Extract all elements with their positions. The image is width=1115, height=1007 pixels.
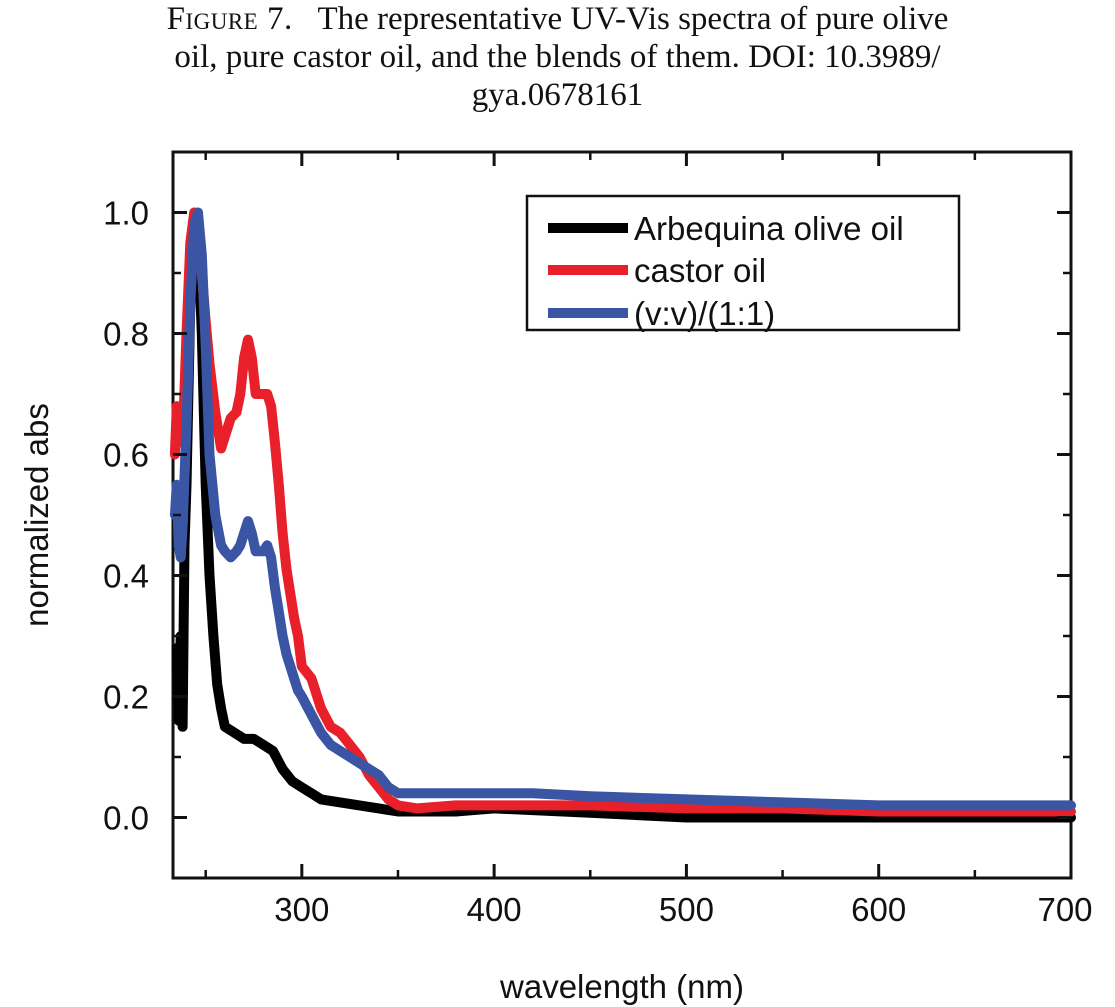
y-tick-label-5: 1.0	[103, 195, 149, 232]
caption-line-1-text: The representative UV-Vis spectra of pur…	[317, 1, 949, 37]
legend-label-arbequina: Arbequina olive oil	[634, 210, 904, 247]
x-tick-label-300: 300	[274, 891, 329, 928]
series-line-v-v-1-1	[169, 207, 1076, 811]
x-tick-label-400: 400	[467, 891, 522, 928]
figure-caption: Figure 7. The representative UV-Vis spec…	[0, 0, 1115, 114]
x-tick-label-500: 500	[659, 891, 714, 928]
figure-label: Figure 7.	[166, 1, 293, 37]
y-tick-label-2: 0.4	[103, 558, 149, 595]
x-axis-title: wavelength (nm)	[499, 968, 744, 1005]
y-axis-title: normalized abs	[18, 403, 55, 627]
y-tick-label-4: 0.8	[103, 316, 149, 353]
legend-box	[525, 194, 961, 332]
legend-label-castor: castor oil	[634, 252, 766, 289]
caption-line-3: gya.0678161	[471, 77, 644, 113]
y-tick-label-1: 0.2	[103, 679, 149, 716]
legend: Arbequina olive oil castor oil (v:v)/(1:…	[525, 194, 961, 332]
caption-line-2: oil, pure castor oil, and the blends of …	[174, 39, 941, 75]
axis-layer: 300 400 500 600 700 0.0 0.2 0.4 0.6 0.8 1.0	[103, 150, 1093, 928]
series-layer	[169, 207, 1076, 823]
y-tick-label-0: 0.0	[103, 800, 149, 837]
x-tick-label-700: 700	[1037, 891, 1092, 928]
y-tick-label-3: 0.6	[103, 437, 149, 474]
legend-label-blend: (v:v)/(1:1)	[634, 295, 775, 332]
caption-line-1: Figure 7. The representative UV-Vis spec…	[0, 0, 1115, 38]
x-tick-label-600: 600	[851, 891, 906, 928]
